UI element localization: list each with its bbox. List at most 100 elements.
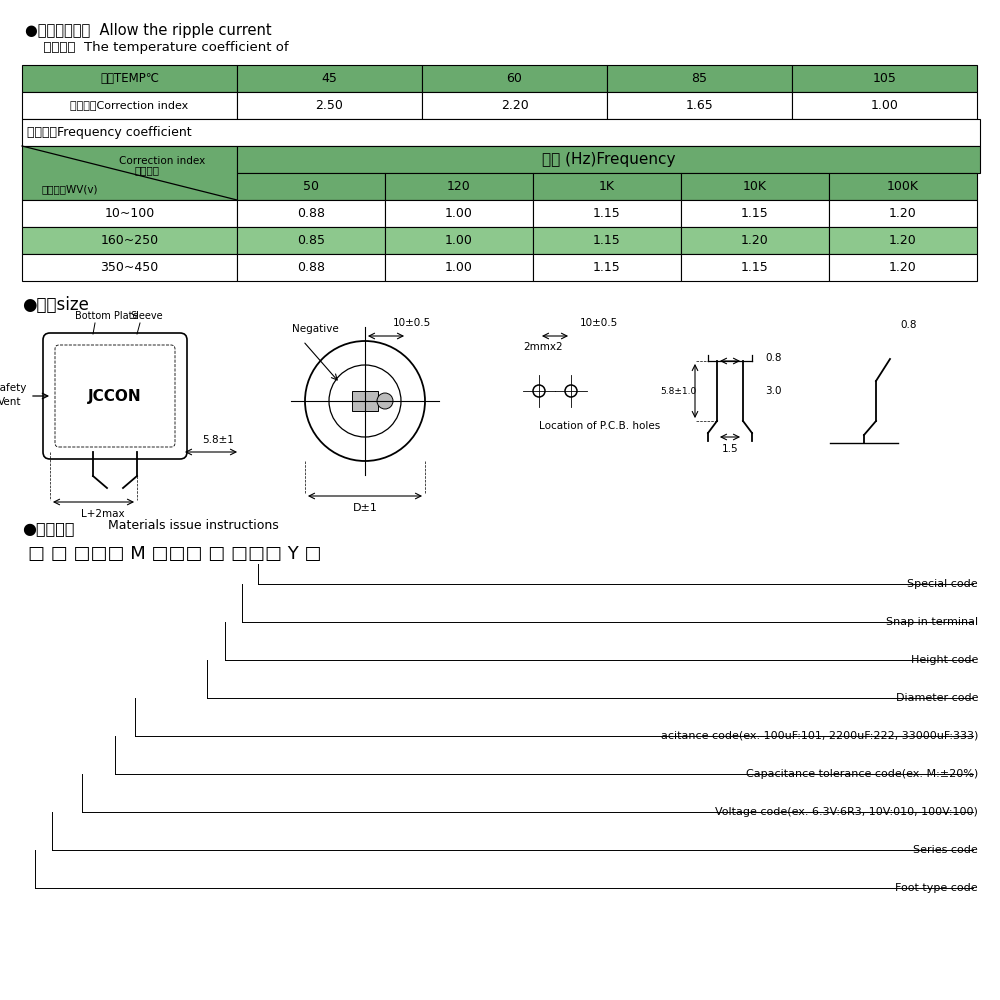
- Text: 1.15: 1.15: [593, 261, 621, 274]
- Bar: [681, 227, 829, 254]
- Bar: [385, 227, 533, 254]
- Text: 1.00: 1.00: [445, 261, 473, 274]
- Text: Snap in terminal: Snap in terminal: [886, 617, 978, 627]
- Text: 10±0.5: 10±0.5: [580, 318, 618, 328]
- Text: 1K: 1K: [599, 180, 615, 193]
- Text: 1.20: 1.20: [889, 234, 917, 247]
- Bar: [829, 173, 977, 200]
- Bar: [22, 92, 237, 119]
- Text: acitance code(ex. 100uF:101, 2200uF:222, 33000uF:333): acitance code(ex. 100uF:101, 2200uF:222,…: [661, 731, 978, 741]
- Text: 10±0.5: 10±0.5: [393, 318, 431, 328]
- Text: ●料号说明: ●料号说明: [22, 521, 74, 536]
- Bar: [533, 254, 681, 281]
- Text: 60: 60: [507, 72, 522, 85]
- Text: 1.00: 1.00: [871, 99, 898, 112]
- Bar: [385, 254, 533, 281]
- Text: 校正指数Correction index: 校正指数Correction index: [70, 101, 189, 110]
- Text: 温度系数  The temperature coefficient of: 温度系数 The temperature coefficient of: [35, 40, 289, 53]
- Text: □ □ □□□ M □□□ □ □□□ Y □: □ □ □□□ M □□□ □ □□□ Y □: [28, 545, 322, 563]
- Text: 1.5: 1.5: [722, 444, 738, 454]
- Bar: [681, 173, 829, 200]
- Text: ●允许波纹电流  Allow the ripple current: ●允许波纹电流 Allow the ripple current: [25, 22, 272, 37]
- Text: 1.15: 1.15: [593, 234, 621, 247]
- Bar: [22, 200, 237, 227]
- Text: Location of P.C.B. holes: Location of P.C.B. holes: [539, 421, 661, 431]
- Text: 0.88: 0.88: [297, 207, 325, 220]
- Text: 频率 (Hz)Frequency: 频率 (Hz)Frequency: [542, 152, 675, 167]
- Bar: [22, 65, 237, 92]
- Text: 1.20: 1.20: [889, 207, 917, 220]
- Bar: [681, 200, 829, 227]
- Circle shape: [377, 393, 393, 409]
- Text: 1.00: 1.00: [445, 234, 473, 247]
- Bar: [829, 254, 977, 281]
- Bar: [352, 391, 378, 411]
- Text: Correction index: Correction index: [119, 156, 205, 166]
- Bar: [22, 254, 237, 281]
- Text: Voltage code(ex. 6.3V:6R3, 10V:010, 100V:100): Voltage code(ex. 6.3V:6R3, 10V:010, 100V…: [715, 807, 978, 817]
- Text: 1.15: 1.15: [593, 207, 621, 220]
- Text: D±1: D±1: [353, 503, 377, 513]
- Text: Diameter code: Diameter code: [896, 693, 978, 703]
- Text: 工作电压WV(v): 工作电压WV(v): [41, 184, 98, 194]
- Text: 10K: 10K: [743, 180, 767, 193]
- Text: 10~100: 10~100: [104, 207, 155, 220]
- Text: Special code: Special code: [907, 579, 978, 589]
- Bar: [22, 227, 237, 254]
- Text: Vent: Vent: [0, 397, 22, 407]
- Bar: [533, 227, 681, 254]
- Text: 50: 50: [303, 180, 319, 193]
- Bar: [792, 65, 977, 92]
- Text: 1.65: 1.65: [686, 99, 713, 112]
- Text: 2mmx2: 2mmx2: [523, 342, 563, 352]
- Text: Safety: Safety: [0, 383, 27, 393]
- Bar: [237, 92, 422, 119]
- Text: 2.20: 2.20: [501, 99, 528, 112]
- Text: 0.8: 0.8: [765, 353, 782, 363]
- Text: 3.0: 3.0: [765, 386, 782, 396]
- Text: L+2max: L+2max: [81, 509, 125, 519]
- Text: JCCON: JCCON: [88, 388, 142, 403]
- Text: Bottom Plate: Bottom Plate: [75, 311, 138, 321]
- Text: 0.88: 0.88: [297, 261, 325, 274]
- Bar: [237, 227, 385, 254]
- Bar: [681, 254, 829, 281]
- Text: 160~250: 160~250: [100, 234, 159, 247]
- Text: 350~450: 350~450: [100, 261, 159, 274]
- Text: Capacitance tolerance code(ex. M:±20%): Capacitance tolerance code(ex. M:±20%): [746, 769, 978, 779]
- Bar: [607, 65, 792, 92]
- Bar: [829, 227, 977, 254]
- Text: 温度TEMP℃: 温度TEMP℃: [100, 72, 159, 85]
- Bar: [22, 146, 237, 200]
- Text: ●尺寸size: ●尺寸size: [22, 296, 89, 314]
- Text: Negative: Negative: [292, 324, 338, 334]
- Text: 120: 120: [447, 180, 471, 193]
- Bar: [237, 254, 385, 281]
- Text: Foot type code: Foot type code: [895, 883, 978, 893]
- Text: Height code: Height code: [911, 655, 978, 665]
- Text: 45: 45: [322, 72, 337, 85]
- Text: 1.15: 1.15: [741, 207, 769, 220]
- Text: 0.85: 0.85: [297, 234, 325, 247]
- Bar: [422, 92, 607, 119]
- Text: Materials issue instructions: Materials issue instructions: [108, 519, 279, 532]
- Text: Series code: Series code: [913, 845, 978, 855]
- Bar: [533, 173, 681, 200]
- Bar: [385, 173, 533, 200]
- Text: 1.20: 1.20: [741, 234, 769, 247]
- Bar: [607, 92, 792, 119]
- Text: 1.15: 1.15: [741, 261, 769, 274]
- Text: 85: 85: [692, 72, 708, 85]
- Bar: [792, 92, 977, 119]
- Bar: [385, 200, 533, 227]
- Bar: [237, 146, 980, 173]
- Bar: [829, 200, 977, 227]
- Text: 2.50: 2.50: [316, 99, 343, 112]
- Text: 1.00: 1.00: [445, 207, 473, 220]
- Bar: [237, 200, 385, 227]
- Text: 100K: 100K: [887, 180, 919, 193]
- Text: 0.8: 0.8: [900, 320, 916, 330]
- Bar: [237, 173, 385, 200]
- Text: 1.20: 1.20: [889, 261, 917, 274]
- Bar: [533, 200, 681, 227]
